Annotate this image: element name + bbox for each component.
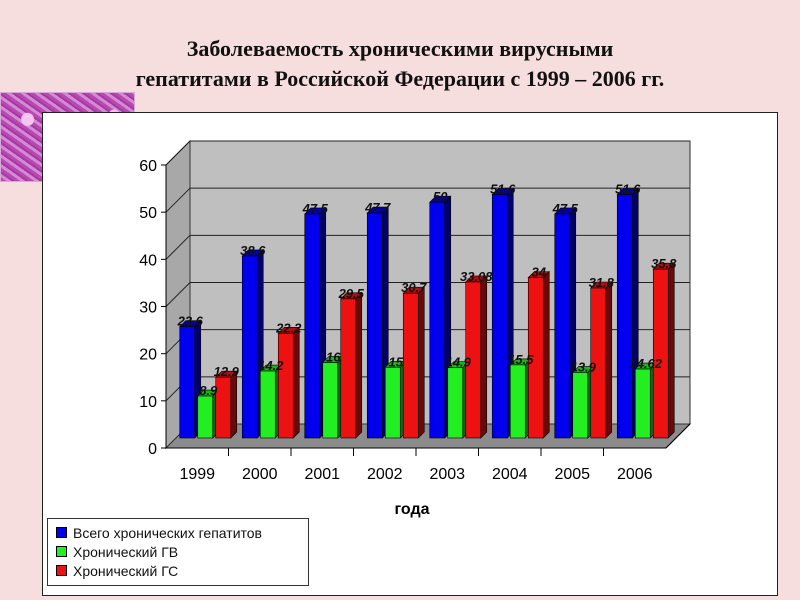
y-tick-label: 50 — [139, 205, 157, 222]
data-label: 31.8 — [589, 275, 615, 290]
bar — [572, 372, 589, 439]
bar — [340, 298, 357, 439]
legend-swatch-total — [56, 527, 67, 538]
bar-side — [355, 292, 363, 439]
data-label: 15.5 — [508, 352, 534, 367]
title-line-2: гепатитами в Российской Федерации с 1999… — [135, 66, 665, 91]
data-label: 33.08 — [460, 269, 493, 284]
title-line-1: Заболеваемость хроническими вирусными — [186, 36, 614, 61]
gridline-side — [165, 140, 191, 166]
chart-title: Заболеваемость хроническими вирусными ге… — [0, 34, 800, 94]
x-tick-label: 2006 — [617, 466, 653, 483]
data-label: 23.6 — [177, 314, 204, 329]
data-label: 8.9 — [199, 383, 218, 398]
bar-side — [230, 370, 238, 439]
bar — [527, 277, 544, 439]
data-label: 29.5 — [338, 286, 365, 301]
data-label: 51.6 — [615, 182, 641, 197]
data-label: 50 — [433, 189, 448, 204]
bar — [215, 376, 232, 439]
bar — [465, 281, 482, 439]
bar — [590, 287, 607, 439]
bar-side — [667, 262, 675, 439]
data-label: 47.7 — [364, 200, 391, 215]
bar — [447, 367, 464, 439]
data-label: 38.6 — [240, 243, 266, 258]
y-tick-label: 20 — [139, 347, 157, 364]
data-label: 51.6 — [490, 182, 516, 197]
bar — [554, 213, 571, 439]
x-tick-label: 2005 — [554, 466, 590, 483]
data-label: 22.2 — [275, 320, 302, 335]
bar — [384, 366, 401, 439]
x-axis-title: года — [394, 501, 429, 518]
bar — [491, 194, 508, 439]
data-label: 14.9 — [446, 355, 472, 370]
data-label: 16 — [326, 350, 341, 365]
bar — [179, 326, 196, 439]
bar — [616, 194, 633, 439]
data-label: 12.9 — [214, 364, 240, 379]
bar — [429, 201, 446, 439]
legend-item-hbv: Хронический ГВ — [56, 542, 308, 561]
bar — [402, 292, 419, 439]
bar — [509, 364, 526, 439]
gridline-side — [165, 187, 191, 213]
y-tick-label: 0 — [148, 441, 157, 458]
bar — [241, 255, 258, 439]
x-tick-label: 2001 — [304, 466, 340, 483]
data-label: 13.9 — [571, 359, 597, 374]
legend-label-total: Всего хронических гепатитов — [73, 524, 262, 541]
data-label: 47.5 — [302, 201, 329, 216]
bar — [366, 212, 383, 439]
legend-label-hbv: Хронический ГВ — [73, 543, 179, 560]
bar — [197, 395, 214, 439]
y-tick-label: 10 — [139, 394, 157, 411]
data-label: 47.5 — [552, 201, 579, 216]
data-label: 30.7 — [401, 280, 427, 295]
bar-side — [605, 281, 613, 439]
gridline-side — [165, 282, 191, 307]
bar — [634, 368, 651, 439]
legend: Всего хронических гепатитов Хронический … — [47, 518, 309, 586]
x-axis-edge — [665, 423, 691, 449]
y-tick-label: 60 — [139, 158, 157, 175]
bar — [259, 370, 276, 439]
bar-side — [480, 275, 488, 439]
data-label: 15 — [389, 354, 404, 369]
bar — [652, 268, 669, 439]
bar-side — [292, 326, 300, 439]
bar-side — [417, 286, 425, 439]
data-label: 35.8 — [651, 256, 677, 271]
data-label: 14.2 — [258, 358, 284, 373]
legend-swatch-hcv — [56, 565, 67, 576]
gridline-side — [165, 234, 191, 260]
data-label: 34 — [532, 265, 547, 280]
bar-side — [542, 270, 550, 439]
legend-label-hcv: Хронический ГС — [73, 562, 179, 579]
x-tick-label: 1999 — [179, 466, 215, 483]
data-label: 14.62 — [629, 356, 662, 371]
bar — [277, 332, 294, 439]
x-tick-label: 2000 — [242, 466, 278, 483]
bar — [304, 213, 321, 439]
legend-swatch-hbv — [56, 546, 67, 557]
bar — [322, 362, 339, 439]
x-tick-label: 2002 — [367, 466, 403, 483]
x-tick-label: 2004 — [492, 466, 528, 483]
x-tick-label: 2003 — [429, 466, 465, 483]
legend-item-hcv: Хронический ГС — [56, 561, 308, 580]
legend-item-total: Всего хронических гепатитов — [56, 523, 308, 542]
y-tick-label: 30 — [139, 300, 157, 317]
y-tick-label: 40 — [139, 252, 157, 269]
